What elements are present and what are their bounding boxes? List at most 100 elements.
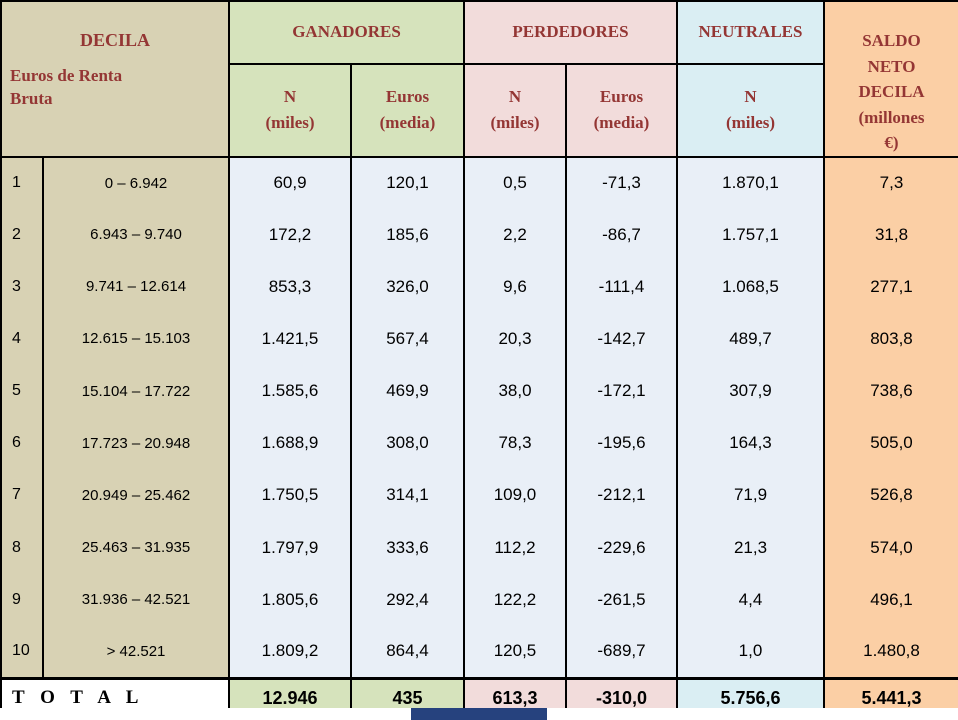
decile-range: 20.949 – 25.462	[42, 469, 230, 522]
value-cell: 0,5	[463, 156, 567, 209]
value-cell: 314,1	[350, 469, 465, 522]
value-cell: 9,6	[463, 260, 567, 313]
value-cell: 738,6	[823, 365, 958, 418]
table-row: 7 20.949 – 25.462 1.750,5 314,1 109,0 -2…	[0, 469, 958, 522]
value-cell: -229,6	[565, 521, 678, 574]
value-cell: 1.421,5	[228, 312, 352, 366]
value-cell: 7,3	[823, 156, 958, 209]
value-cell: 21,3	[676, 521, 825, 574]
value-cell: 1.870,1	[676, 156, 825, 209]
value-cell: 1.585,6	[228, 365, 352, 418]
decile-number: 6	[0, 417, 44, 470]
value-cell: 78,3	[463, 417, 567, 470]
value-cell: 120,1	[350, 156, 465, 209]
group-header-ganadores: GANADORES	[228, 0, 465, 65]
table-row: 9 31.936 – 42.521 1.805,6 292,4 122,2 -2…	[0, 573, 958, 626]
value-cell: -212,1	[565, 469, 678, 522]
value-cell: 120,5	[463, 625, 567, 678]
decile-number: 4	[0, 312, 44, 366]
value-cell: 853,3	[228, 260, 352, 313]
value-cell: -172,1	[565, 365, 678, 418]
value-cell: 277,1	[823, 260, 958, 313]
decile-range: > 42.521	[42, 625, 230, 678]
decile-range: 15.104 – 17.722	[42, 365, 230, 418]
table-row: 5 15.104 – 17.722 1.585,6 469,9 38,0 -17…	[0, 365, 958, 418]
decila-subtitle: Euros de Renta Bruta	[10, 66, 123, 108]
value-cell: 60,9	[228, 156, 352, 209]
value-cell: -142,7	[565, 312, 678, 366]
value-cell: 1.797,9	[228, 521, 352, 574]
decile-range: 0 – 6.942	[42, 156, 230, 209]
decile-range: 31.936 – 42.521	[42, 573, 230, 626]
value-cell: 864,4	[350, 625, 465, 678]
value-cell: 122,2	[463, 573, 567, 626]
table-row: 2 6.943 – 9.740 172,2 185,6 2,2 -86,7 1.…	[0, 208, 958, 261]
decile-range: 6.943 – 9.740	[42, 208, 230, 261]
value-cell: 20,3	[463, 312, 567, 366]
table-row: 3 9.741 – 12.614 853,3 326,0 9,6 -111,4 …	[0, 260, 958, 313]
decile-range: 17.723 – 20.948	[42, 417, 230, 470]
value-cell: 567,4	[350, 312, 465, 366]
value-cell: 185,6	[350, 208, 465, 261]
value-cell: -689,7	[565, 625, 678, 678]
table-row: 6 17.723 – 20.948 1.688,9 308,0 78,3 -19…	[0, 417, 958, 470]
decile-range: 12.615 – 15.103	[42, 312, 230, 366]
table-header: DECILA Euros de Renta Bruta GANADORES PE…	[0, 0, 958, 158]
decile-number: 3	[0, 260, 44, 313]
value-cell: 2,2	[463, 208, 567, 261]
group-header-neutrales: NEUTRALES	[676, 0, 825, 65]
decila-header-cell: DECILA Euros de Renta Bruta	[0, 0, 230, 158]
value-cell: 4,4	[676, 573, 825, 626]
group-header-perdedores: PERDEDORES	[463, 0, 678, 65]
subheader-perdedores-n: N (miles)	[463, 62, 567, 158]
value-cell: 112,2	[463, 521, 567, 574]
decile-number: 10	[0, 625, 44, 678]
value-cell: 1.757,1	[676, 208, 825, 261]
value-cell: 38,0	[463, 365, 567, 418]
value-cell: 1.480,8	[823, 625, 958, 678]
value-cell: 496,1	[823, 573, 958, 626]
decile-number: 1	[0, 156, 44, 209]
value-cell: 164,3	[676, 417, 825, 470]
value-cell: -261,5	[565, 573, 678, 626]
value-cell: -71,3	[565, 156, 678, 209]
value-cell: 308,0	[350, 417, 465, 470]
decile-number: 5	[0, 365, 44, 418]
value-cell: 505,0	[823, 417, 958, 470]
value-cell: 803,8	[823, 312, 958, 366]
value-cell: 307,9	[676, 365, 825, 418]
value-cell: 71,9	[676, 469, 825, 522]
subheader-ganadores-n: N (miles)	[228, 62, 352, 158]
decila-title: DECILA	[79, 30, 150, 50]
table-row: 1 0 – 6.942 60,9 120,1 0,5 -71,3 1.870,1…	[0, 156, 958, 209]
value-cell: 109,0	[463, 469, 567, 522]
value-cell: 326,0	[350, 260, 465, 313]
decile-number: 2	[0, 208, 44, 261]
value-cell: 333,6	[350, 521, 465, 574]
value-cell: 469,9	[350, 365, 465, 418]
value-cell: 489,7	[676, 312, 825, 366]
table-row: 8 25.463 – 31.935 1.797,9 333,6 112,2 -2…	[0, 521, 958, 574]
value-cell: 1,0	[676, 625, 825, 678]
subheader-ganadores-euros: Euros (media)	[350, 62, 465, 158]
subheader-perdedores-euros: Euros (media)	[565, 62, 678, 158]
decile-number: 9	[0, 573, 44, 626]
decile-range: 25.463 – 31.935	[42, 521, 230, 574]
saldo-header-cell: SALDO NETO DECILA (millones €)	[823, 0, 958, 158]
value-cell: -86,7	[565, 208, 678, 261]
value-cell: 1.688,9	[228, 417, 352, 470]
value-cell: 574,0	[823, 521, 958, 574]
value-cell: 1.809,2	[228, 625, 352, 678]
decile-number: 7	[0, 469, 44, 522]
value-cell: 172,2	[228, 208, 352, 261]
value-cell: 1.805,6	[228, 573, 352, 626]
table-row: 10 > 42.521 1.809,2 864,4 120,5 -689,7 1…	[0, 625, 958, 678]
subheader-neutrales-n: N (miles)	[676, 62, 825, 158]
decile-range: 9.741 – 12.614	[42, 260, 230, 313]
value-cell: 292,4	[350, 573, 465, 626]
table-body: 1 0 – 6.942 60,9 120,1 0,5 -71,3 1.870,1…	[0, 156, 958, 678]
value-cell: -195,6	[565, 417, 678, 470]
table-row: 4 12.615 – 15.103 1.421,5 567,4 20,3 -14…	[0, 312, 958, 366]
